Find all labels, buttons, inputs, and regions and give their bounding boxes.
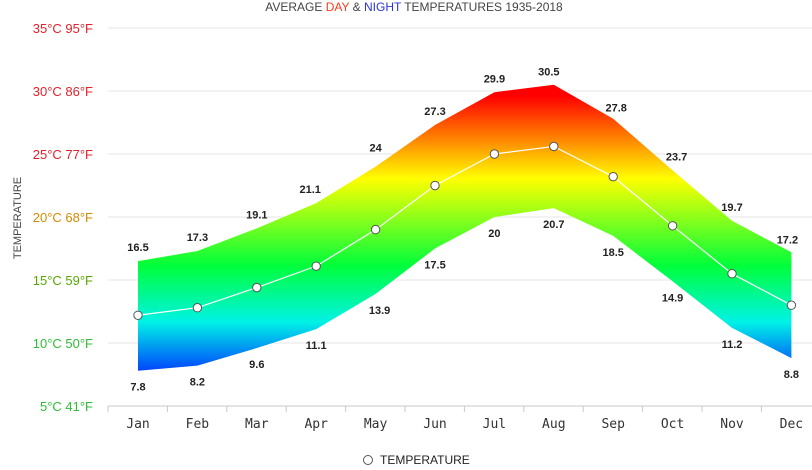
temperature-point[interactable]	[252, 282, 262, 293]
x-tick-label: Feb	[186, 417, 210, 432]
x-tick-label: Dec	[780, 417, 803, 432]
temperature-point[interactable]	[608, 171, 618, 182]
x-tick-label: Aug	[542, 417, 565, 432]
legend-marker-icon	[363, 455, 373, 465]
chart-title: AVERAGE DAY & NIGHT TEMPERATURES 1935-20…	[265, 0, 563, 14]
y-tick-label: 35°C 95°F	[33, 21, 93, 36]
x-tick-label: Sep	[601, 417, 625, 432]
day-temperature-label: 16.5	[127, 242, 148, 254]
title-night: NIGHT	[364, 0, 402, 14]
x-tick-label: Jun	[423, 417, 446, 432]
day-temperature-label: 17.3	[187, 232, 208, 244]
temperature-point[interactable]	[311, 261, 321, 271]
y-tick-label: 20°C 68°F	[33, 210, 93, 225]
y-tick-label: 15°C 59°F	[33, 273, 93, 288]
temperature-point[interactable]	[430, 180, 440, 191]
day-temperature-labels: 16.5 17.3 19.1 21.1 24 27.3 29.9 30.5 27.8 23.7 19…	[127, 67, 798, 254]
y-axis-ticks: 35°C 95°F 30°C 86°F 25°C 77°F 20°C 68°F 15°C…	[33, 21, 93, 414]
day-temperature-label: 27.3	[424, 106, 445, 118]
title-day: DAY	[326, 0, 350, 14]
x-tick-label: Apr	[304, 417, 328, 432]
temperature-point[interactable]	[549, 141, 559, 152]
y-tick-label: 25°C 77°F	[33, 147, 93, 162]
day-temperature-label: 21.1	[299, 184, 320, 196]
day-temperature-label: 29.9	[484, 73, 505, 85]
night-temperature-label: 20.7	[543, 219, 564, 231]
title-prefix: AVERAGE	[265, 0, 325, 14]
x-tick-label: May	[364, 417, 388, 432]
x-axis-ticks: Jan Feb Mar Apr May Jun Jul Aug Sep Oct Nov Dec	[107, 406, 803, 432]
night-temperature-label: 9.6	[249, 359, 264, 371]
y-tick-label: 10°C 50°F	[33, 336, 93, 351]
night-temperature-label: 8.8	[784, 369, 799, 381]
night-temperature-label: 7.8	[130, 382, 145, 394]
title-amp: &	[349, 0, 364, 14]
night-temperature-labels: 7.8 8.2 9.6 11.1 13.9 17.5 20 20.7 18.5 14.9 11.2 8…	[130, 219, 799, 394]
y-tick-label: 5°C 41°F	[40, 399, 93, 414]
day-temperature-label: 27.8	[605, 103, 626, 115]
temperature-point[interactable]	[133, 310, 143, 320]
temperature-point[interactable]	[489, 149, 500, 159]
night-temperature-label: 18.5	[602, 247, 623, 259]
night-temperature-label: 8.2	[190, 377, 205, 389]
temperature-range-band	[138, 84, 792, 371]
average-temperature-points[interactable]	[133, 141, 797, 320]
x-tick-label: Nov	[720, 417, 744, 432]
day-temperature-label: 30.5	[538, 67, 559, 79]
y-axis-label: TEMPERATURE	[12, 177, 24, 259]
temperature-point[interactable]	[667, 221, 678, 231]
night-temperature-label: 13.9	[369, 305, 390, 317]
title-suffix: TEMPERATURES 1935-2018	[401, 0, 563, 14]
temperature-point[interactable]	[192, 303, 203, 313]
x-tick-label: Oct	[661, 417, 684, 432]
x-tick-label: Jan	[126, 417, 149, 432]
day-temperature-label: 17.2	[777, 234, 798, 246]
average-temperature-line	[137, 145, 792, 316]
temperature-point[interactable]	[370, 224, 381, 235]
night-temperature-label: 17.5	[424, 260, 445, 272]
day-temperature-label: 24	[369, 143, 382, 155]
day-temperature-label: 19.7	[721, 202, 742, 214]
y-tick-label: 30°C 86°F	[33, 84, 93, 99]
x-tick-label: Mar	[245, 417, 269, 432]
day-temperature-label: 19.1	[246, 209, 267, 221]
night-temperature-label: 11.2	[722, 339, 743, 351]
temperature-point[interactable]	[727, 269, 737, 279]
temperature-point[interactable]	[786, 300, 797, 310]
night-temperature-label: 20	[488, 228, 500, 240]
night-temperature-label: 14.9	[662, 292, 683, 304]
night-temperature-label: 11.1	[306, 340, 327, 352]
legend[interactable]: TEMPERATURE	[363, 453, 470, 467]
x-tick-label: Jul	[483, 417, 506, 432]
day-temperature-label: 23.7	[666, 151, 687, 163]
legend-label: TEMPERATURE	[380, 453, 470, 467]
